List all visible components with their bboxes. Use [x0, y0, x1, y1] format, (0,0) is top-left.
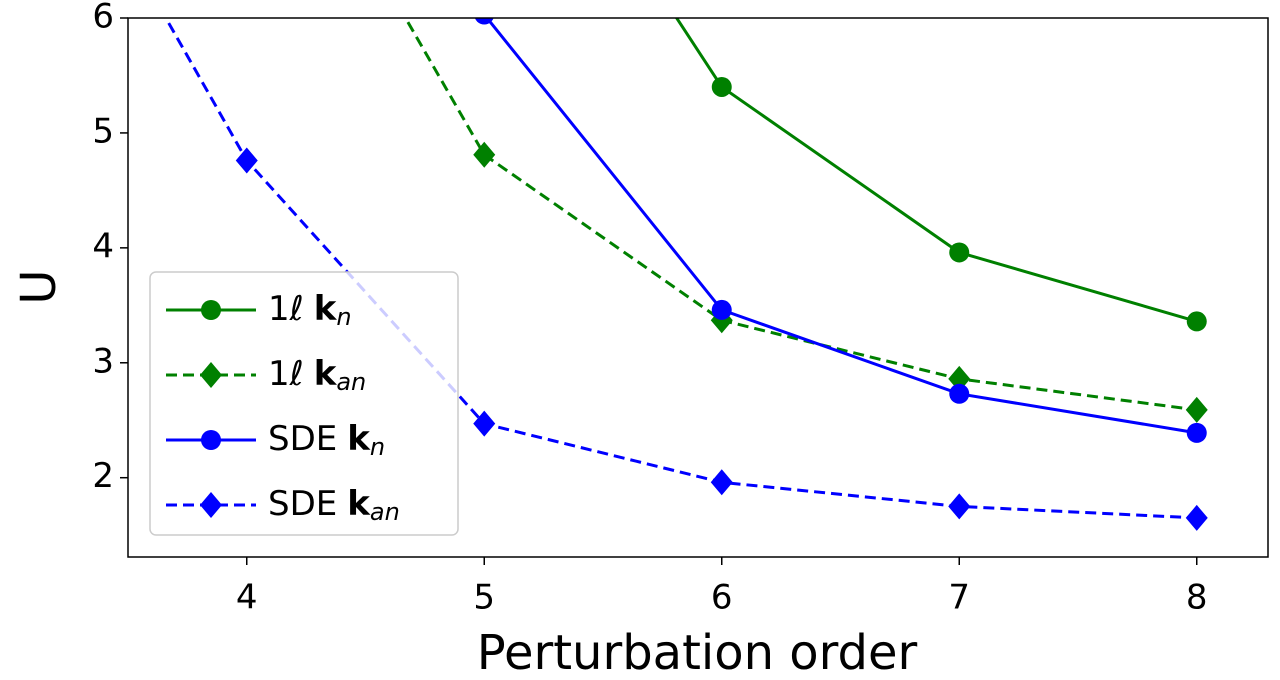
- y-tick-label: 4: [92, 226, 114, 266]
- x-tick-label: 7: [948, 578, 970, 618]
- y-tick-label: 5: [92, 111, 114, 151]
- legend-label: SDE kan: [268, 484, 400, 527]
- x-axis-label: Perturbation order: [477, 625, 918, 680]
- legend-box: [149, 271, 459, 536]
- legend-vector: k: [347, 484, 371, 524]
- y-tick-label: 3: [92, 341, 114, 381]
- legend-label: SDE kn: [268, 419, 385, 462]
- plot-area: [164, 18, 1208, 531]
- series-line: [164, 18, 1197, 520]
- y-axis-label: U: [11, 269, 67, 304]
- legend-text: 1ℓ: [268, 289, 304, 329]
- marker: [201, 430, 221, 450]
- legend-text: SDE: [268, 419, 337, 459]
- legend-text: 1ℓ: [268, 354, 304, 394]
- x-tick-label: 6: [711, 578, 733, 618]
- plot-frame: [127, 17, 1269, 558]
- series-line: [485, 18, 1197, 435]
- marker: [711, 76, 732, 97]
- legend-subscript: an: [370, 498, 400, 526]
- legend-vector: k: [314, 354, 338, 394]
- legend-subscript: n: [336, 303, 351, 331]
- marker: [949, 242, 970, 263]
- marker: [1185, 396, 1208, 423]
- legend-label: 1ℓ kan: [268, 354, 366, 397]
- marker: [948, 493, 971, 520]
- legend-vector: k: [314, 289, 338, 329]
- legend-vector: k: [347, 419, 371, 459]
- marker: [948, 365, 971, 392]
- marker: [1186, 422, 1207, 443]
- marker: [201, 300, 221, 320]
- legend-label: 1ℓ kn: [268, 289, 352, 332]
- marker: [474, 18, 494, 25]
- marker: [473, 410, 496, 437]
- marker: [711, 299, 732, 320]
- marker: [710, 469, 733, 496]
- marker: [473, 141, 496, 168]
- legend-subscript: n: [370, 433, 385, 461]
- legend-subscript: an: [336, 368, 366, 396]
- marker: [200, 492, 222, 518]
- y-tick-label: 2: [92, 456, 114, 496]
- marker: [235, 147, 258, 174]
- marker: [1185, 504, 1208, 531]
- marker: [200, 362, 222, 388]
- y-tick-label: 6: [92, 0, 114, 37]
- x-tick-label: 4: [236, 578, 258, 618]
- x-tick-label: 5: [473, 578, 495, 618]
- marker: [1186, 311, 1207, 332]
- legend-text: SDE: [268, 484, 337, 524]
- x-tick-label: 8: [1186, 578, 1208, 618]
- marker: [949, 383, 970, 404]
- series-line: [674, 18, 1198, 323]
